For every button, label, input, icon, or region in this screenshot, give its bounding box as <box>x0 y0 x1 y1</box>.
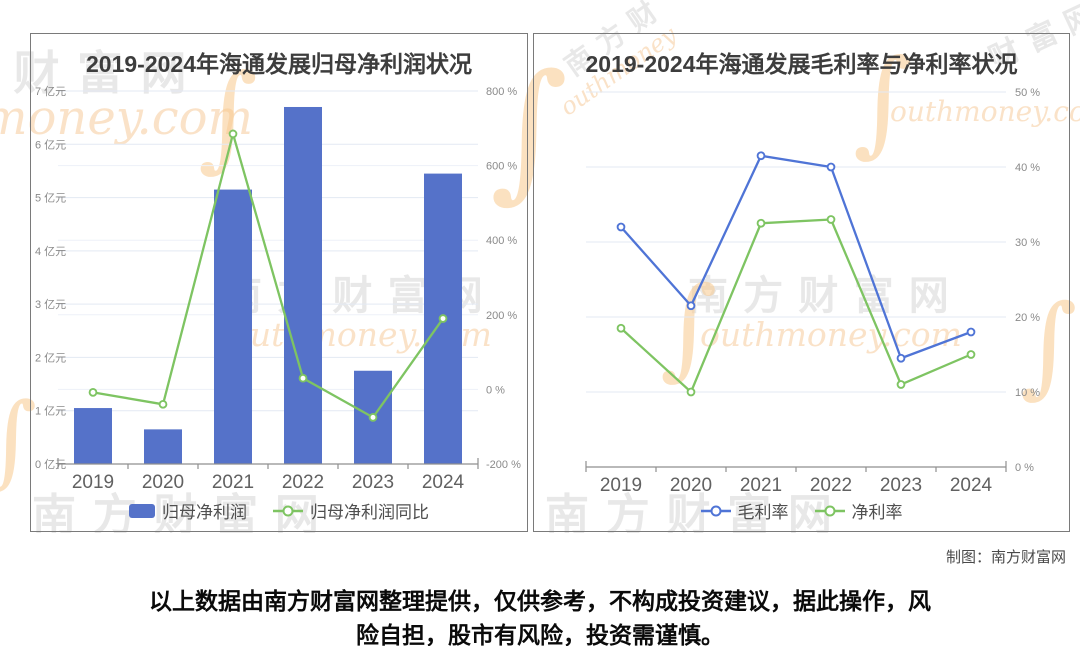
x-tick-label: 2019 <box>600 475 642 494</box>
x-tick-label: 2023 <box>880 475 922 494</box>
y-tick-label-right: -200 % <box>486 459 521 471</box>
gross-margin-line <box>620 154 972 360</box>
yoy-point <box>158 399 168 409</box>
y-tick-label-left: 2 亿元 <box>35 351 66 364</box>
net-profit-chart-panel: 2019-2024年海通发展归母净利润状况 2019 2020 2021 2022 20… <box>30 33 528 532</box>
legend-item-归母净利润: 归母净利润 <box>129 498 247 523</box>
yoy-point <box>368 413 378 422</box>
legend-item-归母净利润同比: 归母净利润同比 <box>273 498 429 523</box>
x-tick-label: 2021 <box>212 472 254 493</box>
bar-2022 <box>284 106 322 464</box>
y-tick-label-left: 1 亿元 <box>35 405 66 418</box>
legend-circle <box>824 505 835 516</box>
x-tick-label: 2020 <box>142 472 184 493</box>
y-tick-label-right: 400 % <box>486 235 517 247</box>
net-profit-chart-legend: 归母净利润 归母净利润同比 <box>31 498 527 523</box>
x-tick-label: 2022 <box>282 472 324 493</box>
net-margin-point <box>896 380 906 389</box>
net-margin-point <box>966 350 976 359</box>
y-tick-label-left: 6 亿元 <box>35 138 66 151</box>
y-tick-label-right: 40 % <box>1015 162 1040 174</box>
y-tick-label-right: 30 % <box>1015 237 1040 249</box>
legend-bar-swatch-icon <box>129 503 155 518</box>
bar-2021 <box>214 189 252 465</box>
x-tick-label: 2021 <box>740 475 782 494</box>
y-tick-label-right: 0 % <box>486 384 505 396</box>
net-profit-chart-title: 2019-2024年海通发展归母净利润状况 <box>86 51 472 77</box>
legend-label: 归母净利润 <box>162 503 247 522</box>
yoy-line <box>92 132 444 419</box>
legend-label: 净利率 <box>851 503 903 522</box>
x-tick-label: 2024 <box>422 472 465 493</box>
y-tick-label-left: 5 亿元 <box>35 192 66 205</box>
net-margin-point <box>686 387 696 397</box>
gross-margin-point <box>686 301 696 311</box>
y-tick-label-right: 10 % <box>1015 387 1040 399</box>
x-tick-label: 2022 <box>810 475 852 494</box>
chart-credit: 制图：南方财富网 <box>945 549 1066 566</box>
bar-2020 <box>144 429 182 464</box>
legend-label: 归母净利润同比 <box>310 503 429 522</box>
x-tick-label: 2020 <box>670 475 712 494</box>
legend-circle <box>710 505 721 516</box>
y-tick-label-left: 3 亿元 <box>35 298 66 311</box>
legend-item-毛利率: 毛利率 <box>700 498 789 523</box>
yoy-point <box>228 129 238 139</box>
disclaimer-line-2: 险自担，股市有风险，投资需谨慎。 <box>356 622 724 646</box>
margin-chart: 2019 2020 2021 2022 2023 2024 0 % 10 % 20 % 30 % 4… <box>585 87 1040 494</box>
y-tick-label-left: 0 亿元 <box>35 458 66 471</box>
legend-circle <box>282 505 294 516</box>
disclaimer-text: 以上数据由南方财富网整理提供，仅供参考，不构成投资建议，据此操作，风 险自担，股… <box>0 584 1080 646</box>
net-margin-point <box>616 323 626 333</box>
x-tick-label: 2023 <box>352 472 394 493</box>
yoy-point <box>88 388 98 397</box>
y-tick-label-right: 50 % <box>1015 87 1040 99</box>
y-tick-label-left: 4 亿元 <box>35 245 66 258</box>
legend-line-marker-icon <box>814 505 845 516</box>
legend-label: 毛利率 <box>737 503 789 522</box>
yoy-point <box>438 314 448 323</box>
y-tick-label-left: 7 亿元 <box>35 85 66 98</box>
net-profit-chart: 2019 2020 2021 2022 2023 2024 0 亿元 1 亿元 2 亿元 3 亿元… <box>35 85 521 493</box>
legend-line-marker-icon <box>273 505 303 516</box>
gross-margin-point <box>756 151 766 161</box>
legend-item-净利率: 净利率 <box>814 498 903 523</box>
y-tick-label-right: 800 % <box>486 86 517 98</box>
x-tick-label: 2024 <box>950 475 993 494</box>
gross-margin-point <box>616 222 626 232</box>
net-margin-line <box>620 218 972 394</box>
gross-margin-point <box>826 162 836 172</box>
legend-line-marker-icon <box>700 505 731 516</box>
margin-chart-title: 2019-2024年海通发展毛利率与净利率状况 <box>585 51 1018 77</box>
net-margin-point <box>826 215 836 224</box>
yoy-point <box>298 373 308 383</box>
bar-2019 <box>74 408 112 464</box>
y-tick-label-right: 600 % <box>486 161 517 173</box>
net-margin-point <box>756 218 766 228</box>
y-tick-label-right: 20 % <box>1015 312 1040 324</box>
margin-chart-legend: 毛利率 净利率 <box>534 498 1069 523</box>
margin-chart-panel: 2019-2024年海通发展毛利率与净利率状况 2019 2020 2021 2022… <box>533 33 1070 532</box>
gross-margin-point <box>896 353 906 363</box>
y-tick-label-right: 200 % <box>486 310 517 322</box>
x-tick-label: 2019 <box>72 472 114 493</box>
y-tick-label-right: 0 % <box>1015 462 1034 474</box>
disclaimer-line-1: 以上数据由南方财富网整理提供，仅供参考，不构成投资建议，据此操作，风 <box>149 588 931 614</box>
gross-margin-point <box>966 327 976 337</box>
